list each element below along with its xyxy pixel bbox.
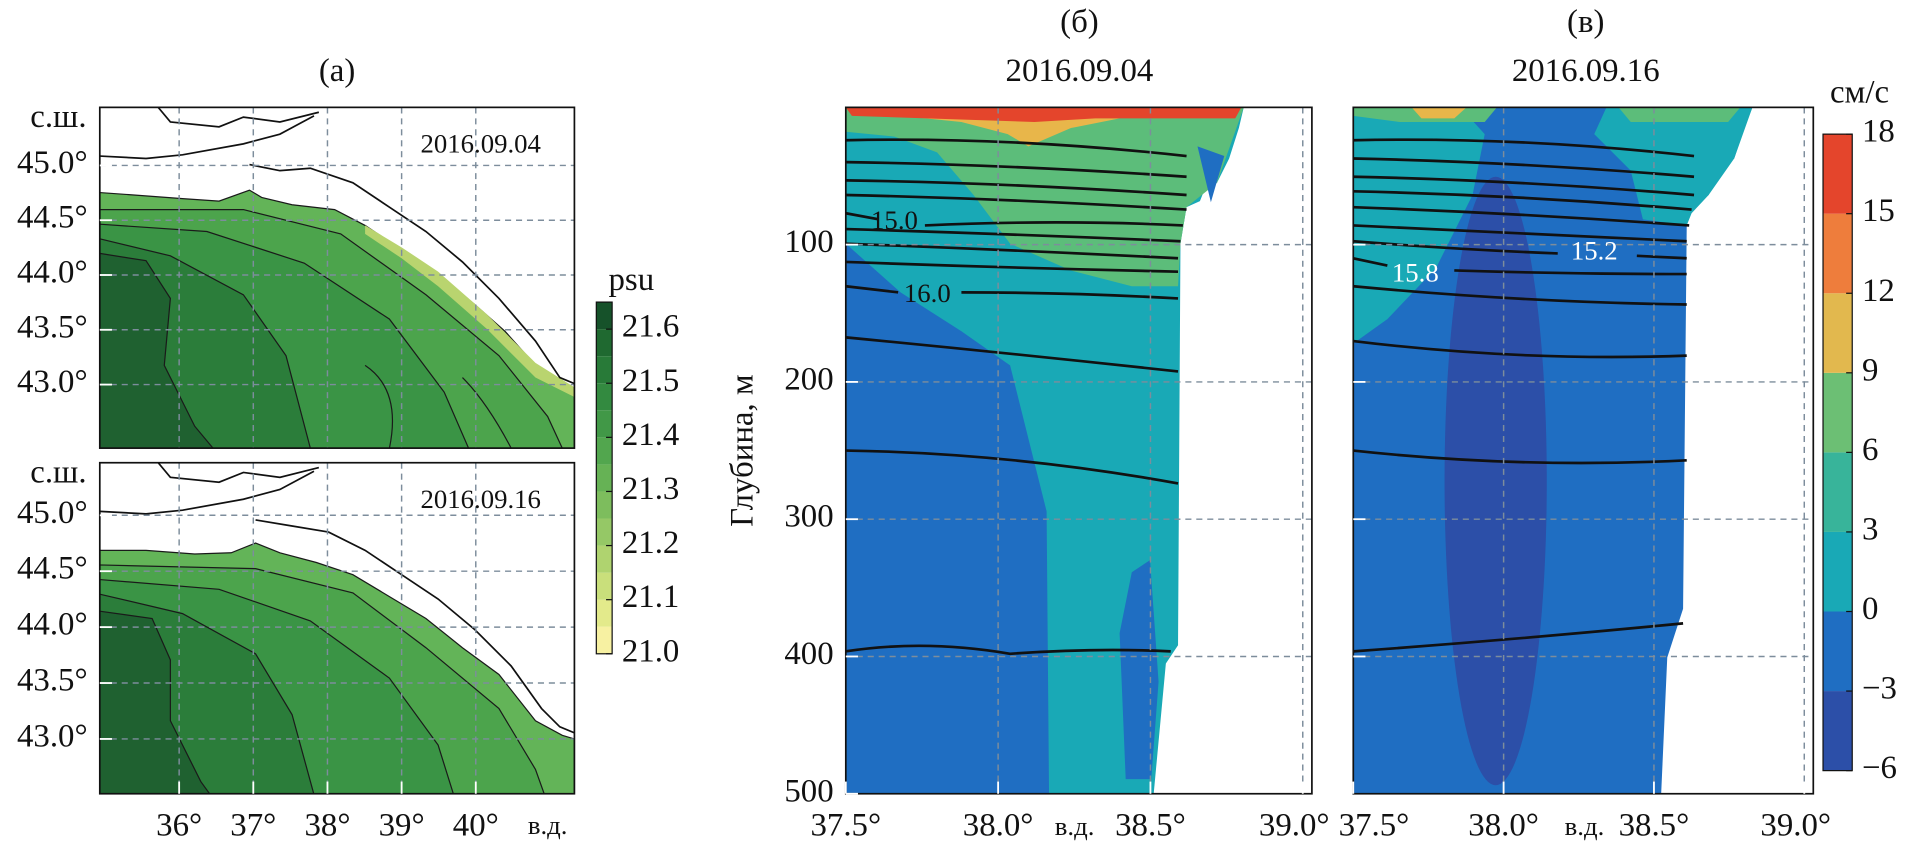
x-tick-label: 38° [304, 807, 350, 843]
colorbar-frame [595, 301, 613, 655]
x-tick-label: 39.0° [1259, 807, 1330, 843]
contour-label: 15.0 [871, 205, 918, 235]
x-tick-label: 37.5° [1339, 807, 1410, 843]
y-tick-label: 43.0° [17, 364, 88, 400]
colorbar-tick-label: 0 [1862, 591, 1878, 627]
panel: (а) 45.0° 44.5° 44.0° 43.5° 43.0° 2016.09.04 с.… [17, 53, 576, 449]
colorbar-bin [1823, 293, 1853, 373]
y-axis-label: с.ш. [30, 454, 86, 490]
x-tick-label: 38.0° [963, 807, 1034, 843]
contour-label: 15.2 [1571, 236, 1618, 266]
map-fill [99, 107, 575, 449]
colorbar-bin [596, 302, 613, 330]
colorbar-bin [1823, 531, 1853, 612]
colorbar-tick-label: −3 [1862, 671, 1897, 707]
y-tick-label: 45.0° [17, 495, 88, 531]
y-tick-label: 45.0° [17, 145, 88, 181]
colorbar-tick-label: 21.6 [622, 309, 679, 345]
section-fill [1353, 107, 1753, 794]
colorbar-tick-label: −6 [1862, 750, 1897, 786]
colorbar-tick-label: 21.3 [622, 471, 679, 507]
panel-title: см/с [1830, 75, 1889, 111]
colorbar-bin [596, 518, 613, 546]
x-axis-label: в.д. [1565, 811, 1605, 841]
colorbar-tick-label: 9 [1862, 352, 1878, 388]
x-tick-label: 37° [230, 807, 276, 843]
colorbar-bin [596, 464, 613, 492]
panel-subtitle: 2016.09.04 [420, 128, 540, 158]
x-tick-label: 37.5° [810, 807, 881, 843]
panel-title: psu [608, 262, 654, 298]
y-tick-label: 44.5° [17, 551, 88, 587]
plot-frame [1352, 106, 1815, 795]
panel: см/с −6 −3 0 3 6 9 12 15 18 [1822, 75, 1897, 786]
y-tick-label: 44.5° [17, 200, 88, 236]
colorbar-bin [596, 599, 613, 627]
colorbar-bin [1823, 691, 1853, 771]
panel-subtitle: 2016.09.16 [420, 484, 540, 514]
plot-frame [98, 106, 576, 449]
colorbar-tick-label: 15 [1862, 193, 1895, 229]
x-tick-label: 36° [156, 807, 202, 843]
y-tick-label: 400 [784, 636, 833, 672]
y-tick-label: 43.5° [17, 663, 88, 699]
x-tick-label: 38.5° [1619, 807, 1690, 843]
colorbar-tick-label: 21.1 [622, 579, 679, 615]
panel-subtitle: 2016.09.16 [1512, 53, 1660, 89]
x-tick-label: 39° [379, 807, 425, 843]
x-tick-label: 38.5° [1115, 807, 1186, 843]
panel-subtitle: 2016.09.04 [1006, 53, 1154, 89]
y-tick-label: 100 [784, 224, 833, 260]
colorbar-bin [1823, 452, 1853, 532]
colorbar-tick-label: 6 [1862, 432, 1878, 468]
colorbar-tick-label: 21.2 [622, 525, 679, 561]
x-axis-label: в.д. [528, 810, 568, 840]
colorbar-bin [1823, 134, 1853, 214]
y-axis-label: с.ш. [30, 99, 86, 135]
plot-frame [844, 106, 1313, 795]
colorbar-bin [596, 437, 613, 465]
y-tick-label: 44.0° [17, 255, 88, 291]
colorbar-bin [596, 329, 613, 357]
colorbar-bin [596, 383, 613, 411]
colorbar-tick-label: 18 [1862, 114, 1895, 150]
colorbar-bin [1823, 213, 1853, 294]
y-tick-label: 300 [784, 499, 833, 535]
plot-frame [98, 461, 576, 795]
y-tick-label: 500 [784, 773, 833, 809]
colorbar-bin [596, 626, 613, 654]
colorbar-bin [596, 356, 613, 384]
panel: 45.0° 44.5° 44.0° 43.5° 43.0° 36° 37° 38° 39° 40°… [17, 454, 576, 843]
colorbar-bin [596, 410, 613, 438]
colorbar-tick-label: 21.5 [622, 363, 679, 399]
colorbar-bin [596, 572, 613, 600]
panel-title: (а) [319, 53, 355, 89]
colorbar-bin [1823, 611, 1853, 692]
x-tick-label: 38.0° [1468, 807, 1539, 843]
y-axis-label: Глубина, м [724, 374, 760, 527]
contour-label: 16.0 [904, 278, 951, 308]
y-tick-label: 44.0° [17, 607, 88, 643]
y-tick-label: 43.5° [17, 309, 88, 345]
panel-title: (б) [1060, 4, 1099, 40]
x-tick-label: 39.0° [1760, 807, 1831, 843]
colorbar-bin [1823, 372, 1853, 453]
x-axis-label: в.д. [1055, 811, 1095, 841]
colorbar-tick-label: 21.0 [622, 633, 679, 669]
colorbar-tick-label: 21.4 [622, 417, 679, 453]
contour-label: 15.8 [1392, 257, 1439, 287]
y-tick-label: 43.0° [17, 718, 88, 754]
colorbar-tick-label: 12 [1862, 273, 1895, 309]
panel-title: (в) [1567, 4, 1604, 40]
map-fill [99, 462, 575, 794]
panel: psu 21.0 21.1 21.2 21.3 21.4 21.5 21.6 [595, 262, 679, 669]
panel: (в) 37.5° 38.0° 38.5° 39.0° 2016.09.16 в.д. 15.… [1339, 4, 1831, 843]
colorbar-bin [596, 545, 613, 573]
y-tick-label: 200 [784, 361, 833, 397]
x-tick-label: 40° [453, 807, 499, 843]
colorbar-tick-label: 3 [1862, 511, 1878, 547]
colorbar-bin [596, 491, 613, 519]
